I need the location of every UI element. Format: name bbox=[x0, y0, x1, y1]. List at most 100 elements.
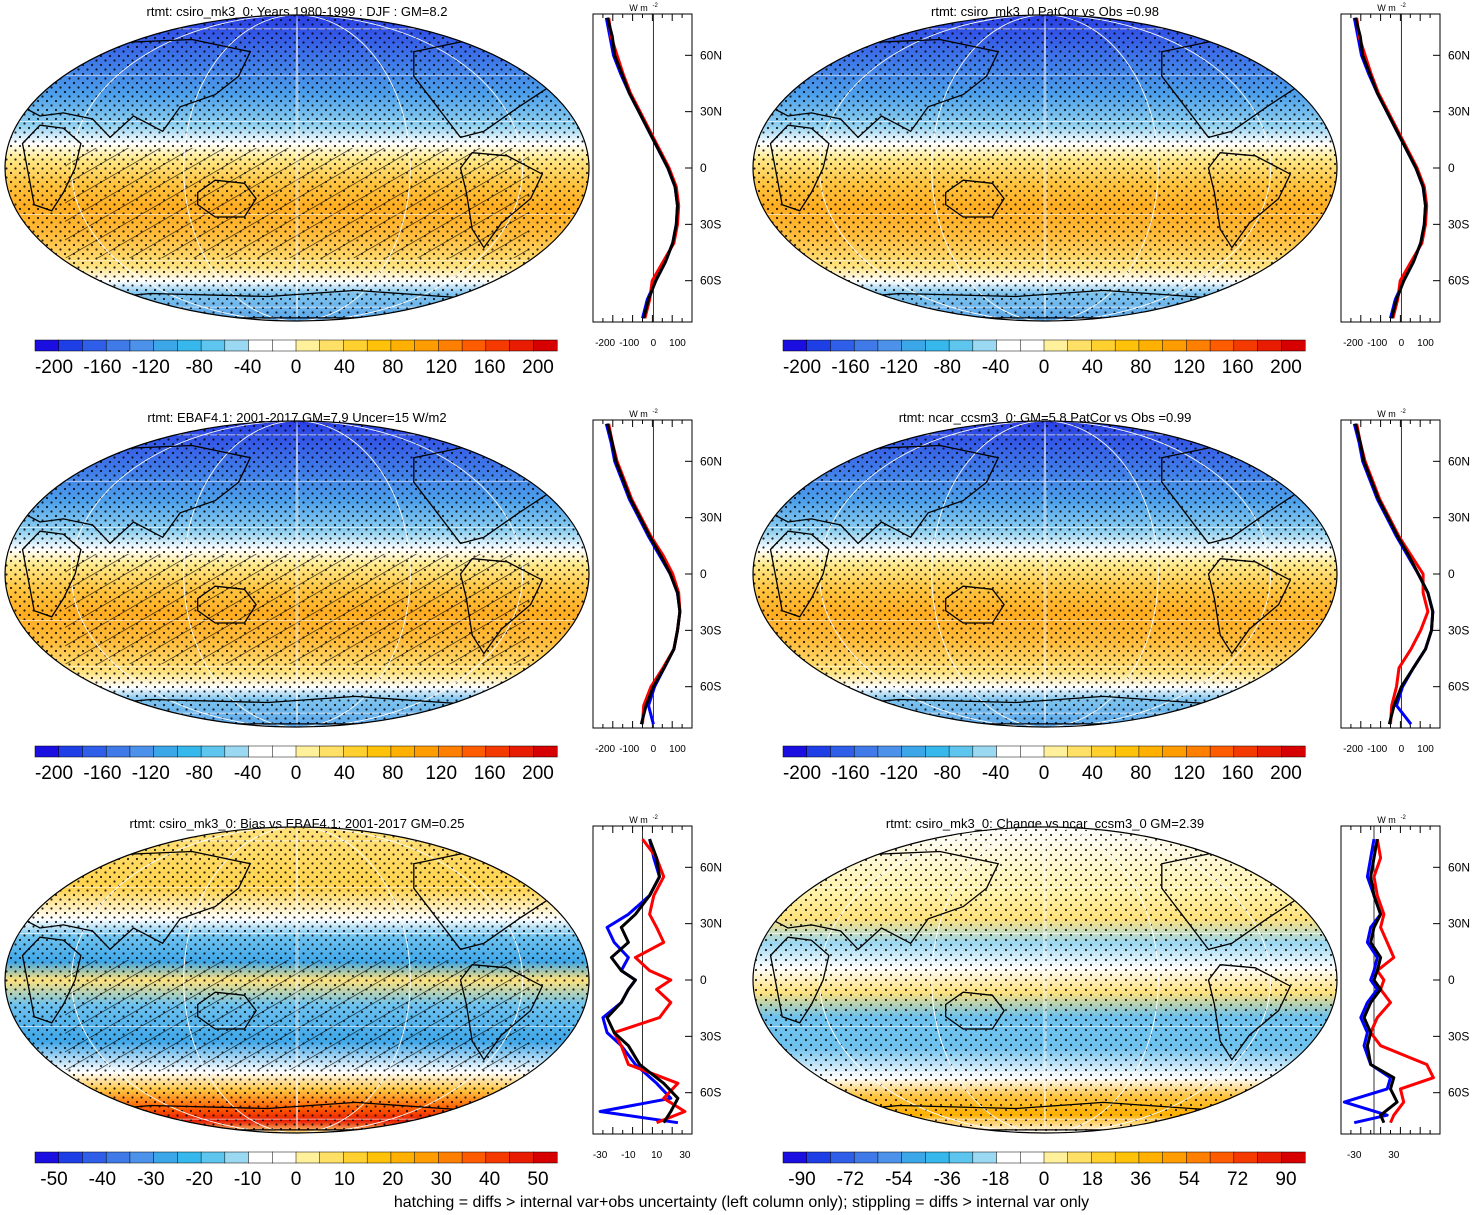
colorbar-swatch bbox=[461, 1151, 487, 1164]
colorbar-swatch bbox=[272, 745, 297, 758]
profile-x-tick-label: -200 bbox=[1343, 338, 1363, 349]
continent-outline bbox=[21, 124, 82, 212]
colorbar-swatch bbox=[830, 1151, 855, 1164]
map-stippling bbox=[753, 827, 1337, 1133]
colorbar-label: -200 bbox=[783, 357, 821, 378]
colorbar-swatch bbox=[830, 745, 855, 758]
colorbar-swatch bbox=[1114, 1151, 1140, 1164]
panel-p1: rtmt: csiro_mk3_0: Years 1980-1999 : DJF… bbox=[4, 3, 722, 378]
colorbar-label: 40 bbox=[1082, 357, 1103, 378]
profile-x-tick-label: 0 bbox=[651, 744, 657, 755]
profile-y-tick-label: 60N bbox=[700, 48, 722, 62]
colorbar-label: -18 bbox=[982, 1169, 1009, 1190]
colorbar-swatch bbox=[390, 339, 416, 352]
colorbar-label: 18 bbox=[1082, 1169, 1103, 1190]
profile-x-tick-label: 100 bbox=[1417, 338, 1434, 349]
colorbar-label: -80 bbox=[933, 763, 960, 784]
map-border bbox=[752, 420, 1338, 728]
profile-x-tick-label: 0 bbox=[651, 338, 657, 349]
profile-x-tick-label: -100 bbox=[619, 744, 639, 755]
colorbar-swatch bbox=[295, 339, 321, 352]
colorbar-swatch bbox=[925, 339, 950, 352]
colorbar-swatch bbox=[1091, 1151, 1116, 1164]
colorbar-label: -54 bbox=[885, 1169, 913, 1190]
colorbar-swatch bbox=[438, 745, 463, 758]
map-border bbox=[752, 14, 1338, 322]
colorbar-label: 200 bbox=[522, 763, 554, 784]
graticule-meridian bbox=[70, 15, 524, 321]
colorbar-label: 30 bbox=[431, 1169, 452, 1190]
colorbar-swatch bbox=[58, 745, 84, 758]
profile-y-tick-label: 60N bbox=[700, 860, 722, 874]
profile-unit: W m bbox=[1377, 815, 1396, 825]
colorbar-swatch bbox=[1162, 745, 1187, 758]
colorbar-label: -36 bbox=[933, 1169, 960, 1190]
continent-outline bbox=[1207, 152, 1292, 249]
profile-unit-exponent: -2 bbox=[653, 409, 659, 415]
colorbar-swatch bbox=[925, 745, 950, 758]
colorbar-swatch bbox=[485, 745, 511, 758]
panel-p6: rtmt: csiro_mk3_0: Change vs ncar_ccsm3_… bbox=[752, 815, 1470, 1190]
panel-p5: rtmt: csiro_mk3_0: Bias vs EBAF4.1: 2001… bbox=[4, 815, 722, 1190]
colorbar-label: 0 bbox=[291, 763, 302, 784]
colorbar-label: 160 bbox=[474, 763, 506, 784]
profile-x-tick-label: 0 bbox=[1399, 338, 1405, 349]
colorbar-swatch bbox=[1020, 745, 1045, 758]
colorbar-label: -20 bbox=[185, 1169, 212, 1190]
profile-y-tick-label: 30S bbox=[700, 1029, 721, 1043]
profile-y-tick-label: 60N bbox=[1448, 48, 1470, 62]
colorbar-swatch bbox=[319, 339, 345, 352]
profile-y-tick-label: 60S bbox=[1448, 680, 1469, 694]
colorbar-swatch bbox=[272, 339, 297, 352]
colorbar-swatch bbox=[1209, 745, 1235, 758]
zonal-profile: W m -2 -200 -100 0 100 60N 30N 0 30S 60S bbox=[1340, 3, 1470, 349]
colorbar-label: 160 bbox=[1222, 763, 1254, 784]
colorbar-swatch bbox=[105, 339, 131, 352]
colorbar-swatch bbox=[224, 745, 250, 758]
colorbar-label: 120 bbox=[1173, 763, 1205, 784]
graticule-meridian bbox=[931, 421, 1159, 727]
profile-unit: W m bbox=[629, 409, 648, 419]
profile-y-tick-label: 30S bbox=[1448, 623, 1469, 637]
colorbar-swatch bbox=[295, 1151, 321, 1164]
colorbar-label: -40 bbox=[982, 763, 1009, 784]
graticule-meridian bbox=[183, 421, 411, 727]
colorbar-swatch bbox=[972, 745, 998, 758]
zonal-profile: W m -2 -200 -100 0 100 60N 30N 0 30S 60S bbox=[592, 3, 722, 349]
profile-x-tick-label: 100 bbox=[669, 338, 686, 349]
map-hatching bbox=[65, 960, 529, 1070]
colorbar-swatch bbox=[200, 745, 226, 758]
graticule-meridian bbox=[295, 827, 299, 1133]
profile-y-tick-label: 60N bbox=[700, 454, 722, 468]
colorbar-label: 40 bbox=[1082, 763, 1103, 784]
graticule-meridian bbox=[1043, 15, 1047, 321]
map-hatching bbox=[65, 554, 529, 664]
colorbar-label: -40 bbox=[234, 357, 261, 378]
colorbar-swatch bbox=[1043, 1151, 1069, 1164]
continent-outline bbox=[197, 179, 257, 218]
profile-x-tick-label: 100 bbox=[1417, 744, 1434, 755]
profile-y-tick-label: 30S bbox=[1448, 1029, 1469, 1043]
colorbar-swatch bbox=[248, 1151, 273, 1164]
profile-y-tick-label: 0 bbox=[1448, 161, 1455, 175]
colorbar-swatch bbox=[782, 1151, 808, 1164]
colorbar-swatch bbox=[1138, 745, 1164, 758]
colorbar-swatch bbox=[295, 745, 321, 758]
continent-outline bbox=[945, 179, 1005, 218]
map-border bbox=[4, 826, 590, 1134]
colorbar-label: 40 bbox=[334, 763, 355, 784]
figure-footnote: hatching = diffs > internal var+obs unce… bbox=[393, 1194, 1090, 1211]
profile-y-tick-label: 30N bbox=[1448, 917, 1470, 931]
colorbar-swatch bbox=[414, 1151, 439, 1164]
colorbar-label: 72 bbox=[1227, 1169, 1248, 1190]
profile-y-tick-label: 0 bbox=[1448, 973, 1455, 987]
colorbar-swatch bbox=[877, 339, 903, 352]
colorbar-swatch bbox=[1209, 339, 1235, 352]
colorbar-swatch bbox=[200, 339, 226, 352]
colorbar-swatch bbox=[1281, 745, 1306, 758]
colorbar-swatch bbox=[1138, 339, 1164, 352]
profile-x-tick-label: 10 bbox=[651, 1150, 663, 1161]
profile-unit: W m bbox=[629, 815, 648, 825]
map-field bbox=[5, 421, 589, 727]
colorbar-swatch bbox=[200, 1151, 226, 1164]
